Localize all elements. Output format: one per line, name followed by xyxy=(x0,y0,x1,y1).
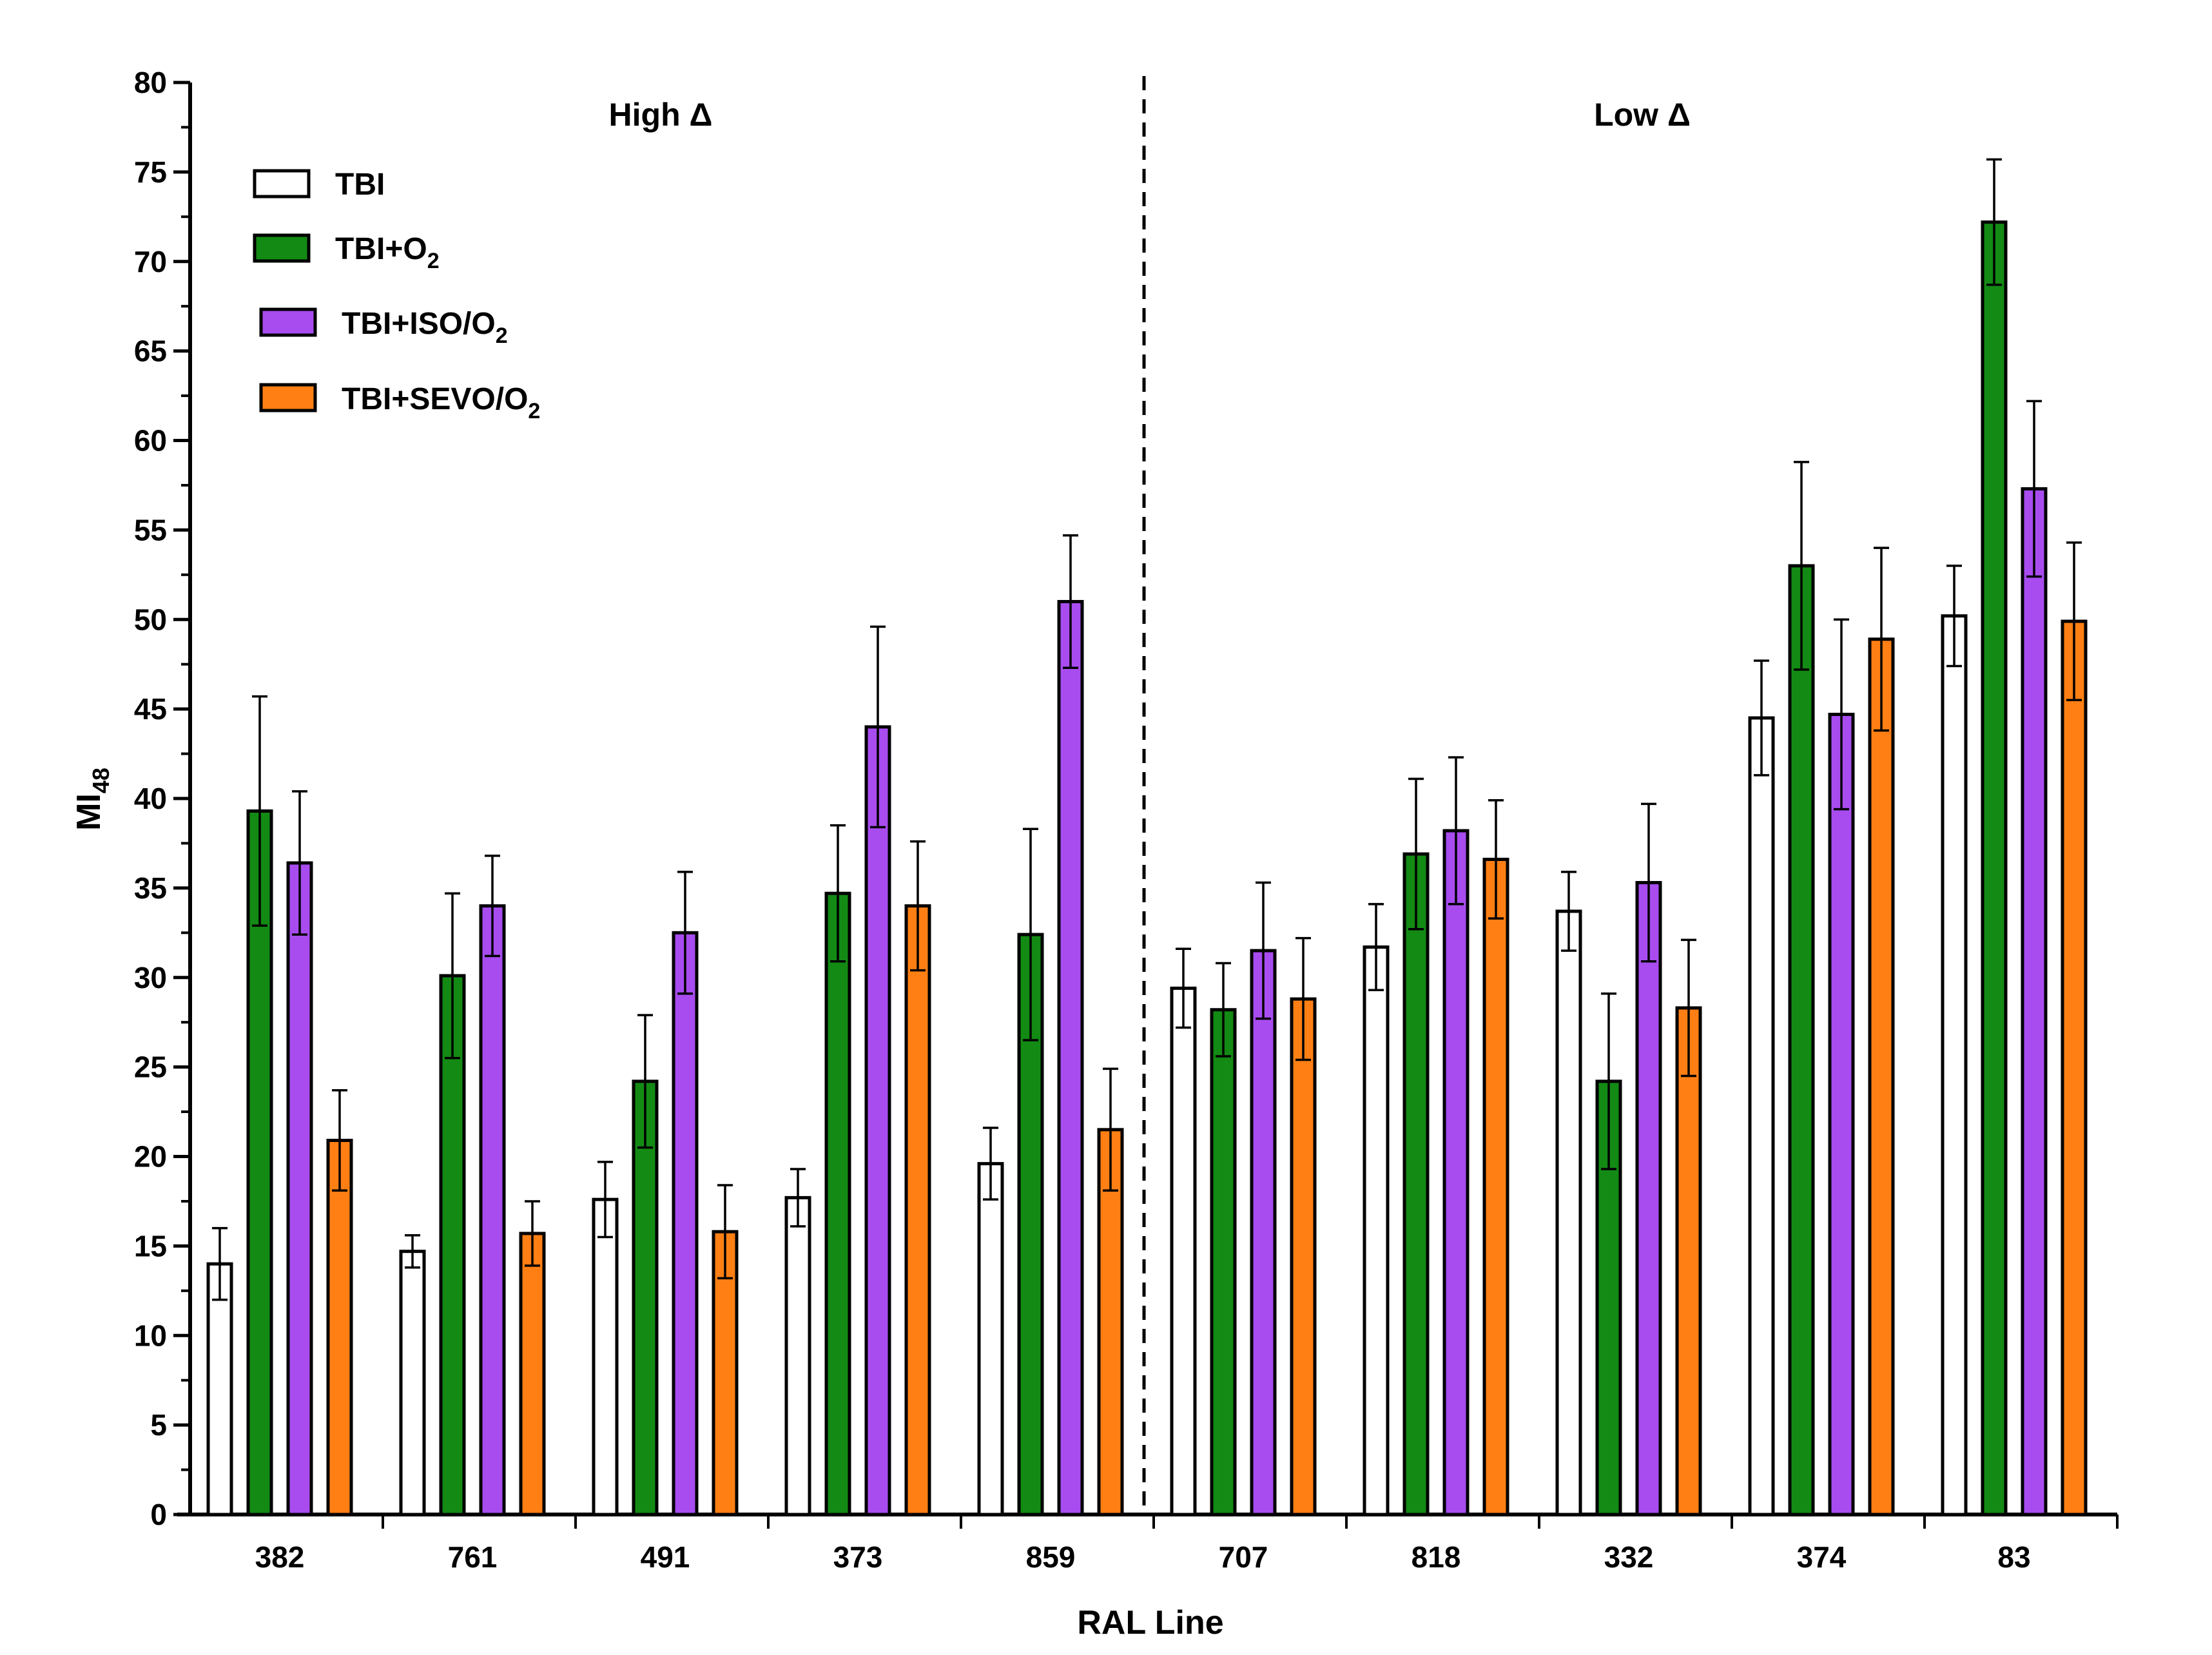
y-tick-label: 40 xyxy=(134,782,167,815)
y-tick-label: 10 xyxy=(134,1319,167,1352)
bar-tbi-sevo-o2-374 xyxy=(1868,637,1895,1516)
legend-swatch-tbi-o2 xyxy=(253,233,311,263)
legend: TBI TBI+O2 TBI+ISO/O2 TBI+SEVO/O2 xyxy=(253,168,540,423)
bar-tbi-859 xyxy=(977,1162,1004,1516)
x-axis-title: RAL Line xyxy=(1077,1604,1223,1641)
y-tick-label: 45 xyxy=(134,692,167,726)
y-tick-label: 5 xyxy=(150,1408,167,1442)
bar-tbi-iso-o2-491 xyxy=(672,931,699,1516)
y-axis-title-sub: 48 xyxy=(88,768,114,793)
bar-tbi-sevo-o2-818 xyxy=(1482,857,1509,1516)
bar-tbi-iso-o2-707 xyxy=(1250,949,1277,1516)
y-axis-title: MI48 xyxy=(70,768,114,831)
legend-label-tbi-main: TBI xyxy=(335,168,385,202)
bar-tbi-sevo-o2-761 xyxy=(519,1232,546,1516)
x-tick-label-373: 373 xyxy=(833,1540,883,1574)
y-tick-label: 0 xyxy=(150,1498,167,1531)
bar-tbi-761 xyxy=(399,1250,426,1516)
bar-tbi-707 xyxy=(1170,986,1197,1516)
bar-tbi-382 xyxy=(206,1262,233,1516)
bar-tbi-iso-o2-373 xyxy=(864,725,891,1516)
bar-tbi-o2-491 xyxy=(632,1079,659,1516)
legend-label-tbi-sevo-o2: TBI+SEVO/O2 xyxy=(342,382,540,423)
x-tick-label-491: 491 xyxy=(641,1540,690,1574)
legend-swatch-tbi xyxy=(253,169,311,198)
bar-tbi-o2-83 xyxy=(1981,220,2008,1516)
legend-label-tbi-o2-sub: 2 xyxy=(427,249,440,273)
y-tick-label: 30 xyxy=(134,961,167,994)
bar-tbi-sevo-o2-83 xyxy=(2061,619,2088,1516)
y-tick-label: 80 xyxy=(134,66,167,99)
bar-tbi-o2-382 xyxy=(246,809,273,1516)
bar-tbi-iso-o2-382 xyxy=(286,861,313,1516)
bar-tbi-o2-818 xyxy=(1402,852,1430,1516)
y-tick-label: 55 xyxy=(134,513,167,547)
labels-layer: 0 5 10 15 20 25 30 35 40 45 50 55 60 65 70 75 80 382 761 49… xyxy=(134,66,2031,1574)
bar-tbi-iso-o2-374 xyxy=(1828,712,1855,1516)
bar-tbi-iso-o2-859 xyxy=(1057,599,1084,1516)
region-label-high: High Δ xyxy=(609,97,713,133)
legend-label-tbi-o2-main: TBI+O xyxy=(335,232,427,266)
bar-tbi-iso-o2-761 xyxy=(479,904,506,1516)
y-tick-label: 65 xyxy=(134,334,167,368)
x-tick-label-761: 761 xyxy=(448,1540,498,1574)
bar-tbi-491 xyxy=(592,1197,619,1516)
bar-tbi-374 xyxy=(1748,716,1775,1516)
bar-tbi-332 xyxy=(1555,909,1582,1516)
bar-tbi-sevo-o2-707 xyxy=(1290,997,1317,1516)
legend-label-tbi-sevo-o2-main: TBI+SEVO/O xyxy=(342,382,528,416)
bar-tbi-iso-o2-83 xyxy=(2021,487,2048,1516)
x-tick-label-83: 83 xyxy=(1997,1540,2030,1574)
x-tick-label-859: 859 xyxy=(1026,1540,1076,1574)
bar-tbi-iso-o2-332 xyxy=(1635,881,1662,1516)
bar-tbi-o2-374 xyxy=(1788,564,1815,1516)
bar-tbi-sevo-o2-332 xyxy=(1675,1006,1702,1516)
y-tick-label: 75 xyxy=(134,155,167,189)
legend-label-tbi: TBI xyxy=(335,168,385,202)
bar-tbi-iso-o2-818 xyxy=(1442,829,1470,1516)
region-label-low: Low Δ xyxy=(1594,97,1691,133)
bar-tbi-sevo-o2-373 xyxy=(904,904,931,1516)
legend-label-tbi-iso-o2-sub: 2 xyxy=(496,324,508,348)
bar-tbi-sevo-o2-382 xyxy=(326,1139,353,1516)
y-tick-label: 25 xyxy=(134,1050,167,1084)
bar-tbi-373 xyxy=(784,1195,811,1516)
y-tick-label: 50 xyxy=(134,603,167,636)
x-tick-label-382: 382 xyxy=(255,1540,305,1574)
legend-label-tbi-iso-o2-main: TBI+ISO/O xyxy=(342,307,496,341)
bar-tbi-83 xyxy=(1941,614,1968,1516)
legend-label-tbi-iso-o2: TBI+ISO/O2 xyxy=(342,307,508,348)
legend-label-tbi-o2: TBI+O2 xyxy=(335,232,440,273)
legend-swatch-tbi-sevo-o2 xyxy=(259,383,317,412)
y-tick-label: 35 xyxy=(134,871,167,905)
x-tick-label-707: 707 xyxy=(1219,1540,1268,1574)
bar-tbi-o2-373 xyxy=(824,891,851,1516)
x-tick-label-374: 374 xyxy=(1797,1540,1847,1574)
bar-tbi-o2-707 xyxy=(1210,1008,1237,1516)
legend-swatch-tbi-iso-o2 xyxy=(259,307,317,337)
y-tick-label: 15 xyxy=(134,1229,167,1263)
y-tick-label: 20 xyxy=(134,1140,167,1174)
x-tick-label-818: 818 xyxy=(1412,1540,1461,1574)
bar-tbi-818 xyxy=(1363,945,1390,1516)
bars-layer xyxy=(206,158,2088,1516)
y-axis-title-main: MI xyxy=(70,793,108,831)
x-tick-label-332: 332 xyxy=(1604,1540,1654,1574)
y-tick-label: 60 xyxy=(134,424,167,458)
y-tick-label: 70 xyxy=(134,245,167,278)
legend-label-tbi-sevo-o2-sub: 2 xyxy=(528,399,540,423)
